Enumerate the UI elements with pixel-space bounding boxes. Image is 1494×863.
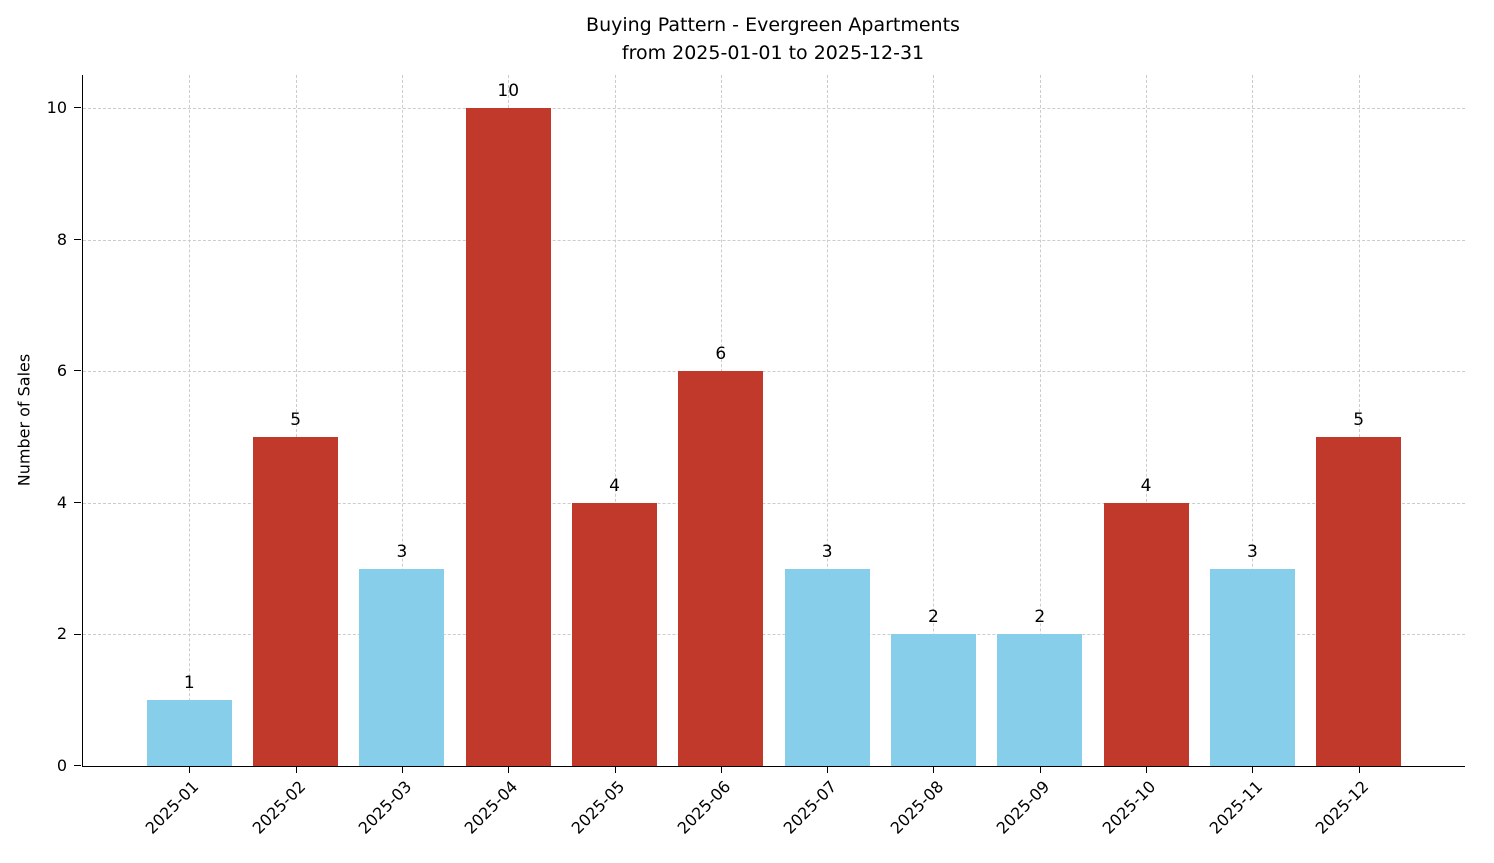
y-tick-label: 2 bbox=[56, 624, 67, 644]
x-tick-label: 2025-06 bbox=[673, 777, 735, 838]
x-tick-label: 2025-07 bbox=[779, 777, 841, 838]
bar-value-label: 1 bbox=[183, 673, 195, 694]
bar bbox=[890, 634, 976, 766]
y-tick-label: 4 bbox=[56, 492, 67, 512]
y-tick-label: 8 bbox=[56, 229, 67, 249]
x-gridline bbox=[933, 75, 935, 766]
bar bbox=[1316, 436, 1402, 766]
x-tick-label: 2025-09 bbox=[992, 777, 1054, 838]
bar-value-label: 4 bbox=[609, 475, 620, 496]
y-tick-mark bbox=[74, 238, 81, 240]
x-tick-mark bbox=[720, 766, 722, 773]
x-gridline bbox=[614, 75, 616, 766]
bar-value-label: 5 bbox=[290, 409, 302, 430]
bar bbox=[146, 700, 232, 766]
x-gridline bbox=[1358, 75, 1360, 766]
bar bbox=[784, 568, 870, 766]
y-tick-mark bbox=[74, 765, 81, 767]
x-tick-label: 2025-12 bbox=[1311, 777, 1373, 838]
y-tick-mark bbox=[74, 107, 81, 109]
bar bbox=[465, 107, 551, 766]
bar-value-label: 2 bbox=[928, 607, 939, 628]
bar bbox=[253, 436, 339, 766]
x-tick-mark bbox=[295, 766, 297, 773]
x-tick-label: 2025-04 bbox=[460, 777, 522, 838]
x-tick-label: 2025-08 bbox=[886, 777, 947, 838]
x-gridline bbox=[189, 75, 191, 766]
bar bbox=[997, 634, 1083, 766]
bar-value-label: 2 bbox=[1034, 607, 1046, 628]
y-gridline bbox=[83, 371, 1465, 373]
y-tick-mark bbox=[74, 501, 81, 503]
y-tick-label: 6 bbox=[56, 361, 67, 381]
x-tick-mark bbox=[933, 766, 935, 773]
chart-subtitle: from 2025-01-01 to 2025-12-31 bbox=[621, 42, 925, 64]
x-tick-mark bbox=[401, 766, 403, 773]
y-gridline bbox=[83, 239, 1465, 241]
plot-area: 0 2 4 6 8 10 1 2025-01 5 2025-02 3 2025-03 10 2025-04… bbox=[47, 75, 1465, 838]
x-tick-label: 2025-11 bbox=[1205, 777, 1266, 838]
x-gridline bbox=[1146, 75, 1148, 766]
bar-value-label: 6 bbox=[715, 344, 727, 365]
x-gridline bbox=[1252, 75, 1254, 766]
x-tick-mark bbox=[508, 766, 510, 773]
x-tick-label: 2025-10 bbox=[1098, 777, 1160, 838]
x-tick-mark bbox=[1252, 766, 1254, 773]
x-tick-mark bbox=[1039, 766, 1041, 773]
y-tick-label: 10 bbox=[46, 97, 67, 117]
x-gridline bbox=[1039, 75, 1041, 766]
x-tick-mark bbox=[827, 766, 829, 773]
y-gridline bbox=[83, 502, 1465, 504]
bar-value-label: 3 bbox=[821, 541, 833, 562]
bar-value-label: 3 bbox=[1246, 541, 1258, 562]
bar bbox=[1209, 568, 1295, 766]
y-gridline bbox=[83, 634, 1465, 636]
x-tick-mark bbox=[189, 766, 191, 773]
y-gridline bbox=[83, 107, 1465, 109]
x-gridline bbox=[401, 75, 403, 766]
bar-value-label: 4 bbox=[1140, 475, 1152, 496]
x-tick-mark bbox=[1146, 766, 1148, 773]
bar bbox=[572, 502, 658, 766]
x-tick-mark bbox=[1358, 766, 1360, 773]
chart-title: Buying Pattern - Evergreen Apartments bbox=[586, 14, 960, 36]
x-tick-label: 2025-05 bbox=[567, 777, 628, 838]
y-tick-mark bbox=[74, 633, 81, 635]
bar bbox=[678, 371, 764, 766]
bar-value-label: 5 bbox=[1353, 409, 1365, 430]
x-tick-label: 2025-03 bbox=[354, 777, 416, 838]
bar bbox=[1103, 502, 1189, 766]
x-gridline bbox=[827, 75, 829, 766]
y-tick-mark bbox=[74, 370, 81, 372]
y-tick-label: 0 bbox=[56, 756, 67, 775]
bar-value-label: 10 bbox=[497, 80, 520, 101]
x-tick-label: 2025-02 bbox=[248, 777, 310, 838]
x-gridline bbox=[295, 75, 297, 766]
bar-value-label: 3 bbox=[396, 541, 408, 562]
x-tick-mark bbox=[614, 766, 616, 773]
x-tick-label: 2025-01 bbox=[142, 777, 203, 838]
bar bbox=[359, 568, 445, 766]
